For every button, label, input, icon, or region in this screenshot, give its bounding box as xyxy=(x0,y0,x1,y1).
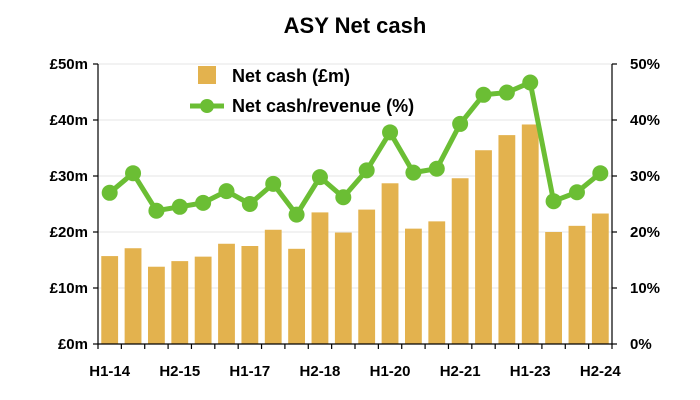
y-tick-label-left: £10m xyxy=(50,280,88,297)
marker-net-cash-ratio xyxy=(288,206,305,223)
marker-net-cash-ratio xyxy=(498,84,515,101)
marker-net-cash-ratio xyxy=(218,183,235,200)
marker-net-cash-ratio xyxy=(452,115,469,132)
chart-title: ASY Net cash xyxy=(284,13,427,38)
bar-net-cash xyxy=(334,232,352,344)
y-tick-label-right: 40% xyxy=(630,112,660,129)
marker-net-cash-ratio xyxy=(241,196,258,212)
y-tick-label-right: 50% xyxy=(630,56,660,73)
marker-net-cash-ratio xyxy=(382,124,399,141)
marker-net-cash-ratio xyxy=(428,160,445,177)
bar-net-cash xyxy=(545,232,563,344)
legend-swatch-marker xyxy=(200,99,214,113)
marker-net-cash-ratio xyxy=(171,198,188,215)
marker-net-cash-ratio xyxy=(522,74,539,91)
bar-net-cash xyxy=(194,256,212,344)
legend-label-net-cash: Net cash (£m) xyxy=(232,66,350,86)
bar-net-cash xyxy=(171,261,189,344)
marker-net-cash-ratio xyxy=(148,202,165,219)
bar-net-cash xyxy=(498,135,516,344)
y-tick-label-left: £40m xyxy=(50,112,88,129)
x-tick-label: H2-15 xyxy=(159,363,200,380)
marker-net-cash-ratio xyxy=(358,162,375,179)
marker-net-cash-ratio xyxy=(265,175,282,192)
x-tick-label: H1-23 xyxy=(510,363,551,380)
bar-net-cash xyxy=(218,243,235,344)
bar-net-cash xyxy=(264,229,282,344)
marker-net-cash-ratio xyxy=(545,193,562,210)
marker-net-cash-ratio xyxy=(311,169,328,186)
axes xyxy=(93,63,617,349)
y-tick-label-left: £30m xyxy=(50,168,88,185)
bar-net-cash xyxy=(288,248,306,344)
bar-net-cash xyxy=(475,150,492,344)
bar-net-cash xyxy=(124,248,142,344)
y-tick-label-right: 30% xyxy=(630,168,660,185)
x-tick-label: H2-21 xyxy=(440,363,481,380)
bar-net-cash xyxy=(521,124,539,344)
legend: Net cash (£m) Net cash/revenue (%) xyxy=(190,66,414,116)
marker-net-cash-ratio xyxy=(125,165,142,182)
line-net-cash-ratio xyxy=(108,79,602,218)
bars xyxy=(101,124,609,344)
x-tick-label: H1-20 xyxy=(370,363,411,380)
y-tick-label-left: £20m xyxy=(50,224,88,241)
bar-net-cash xyxy=(451,178,469,344)
bar-net-cash xyxy=(241,246,259,344)
marker-net-cash-ratio xyxy=(335,189,352,206)
marker-net-cash-ratio xyxy=(592,165,609,182)
y-tick-label-right: 0% xyxy=(630,336,652,353)
bar-net-cash xyxy=(404,228,422,344)
bar-net-cash xyxy=(381,183,399,344)
y-tick-label-right: 10% xyxy=(630,280,660,297)
bar-net-cash xyxy=(568,225,586,344)
legend-swatch-bar xyxy=(198,66,216,84)
x-tick-label: H2-18 xyxy=(300,363,341,380)
marker-net-cash-ratio xyxy=(568,184,585,201)
legend-label-ratio: Net cash/revenue (%) xyxy=(232,96,414,116)
y-tick-label-right: 20% xyxy=(630,224,660,241)
bar-net-cash xyxy=(358,209,376,344)
bar-net-cash xyxy=(591,213,609,344)
x-tick-label: H1-14 xyxy=(89,363,131,380)
bar-net-cash xyxy=(147,266,165,344)
marker-net-cash-ratio xyxy=(101,184,118,201)
bar-net-cash xyxy=(101,256,119,344)
marker-net-cash-ratio xyxy=(475,86,492,103)
y-tick-label-left: £50m xyxy=(50,56,88,73)
ratio-line xyxy=(101,74,609,223)
marker-net-cash-ratio xyxy=(405,164,422,181)
x-tick-label: H2-24 xyxy=(580,363,622,380)
y-tick-label-left: £0m xyxy=(58,336,88,353)
x-tick-label: H1-17 xyxy=(229,363,270,380)
tick-labels: £0m £10m £20m £30m £40m £50m 0% 10% 20% 30% 40% 50%… xyxy=(50,56,660,380)
bar-net-cash xyxy=(428,221,446,344)
marker-net-cash-ratio xyxy=(195,194,212,211)
bar-net-cash xyxy=(311,212,329,344)
